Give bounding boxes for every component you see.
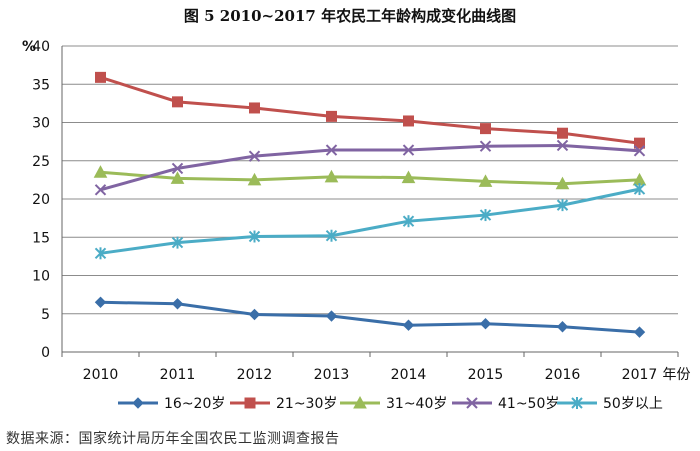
x-axis-label: 年份: [663, 367, 691, 383]
series-line: [100, 300, 640, 334]
data-point: [94, 184, 107, 196]
series-group: [93, 71, 647, 338]
y-tick-label: 0: [41, 345, 50, 361]
data-point: [248, 308, 261, 321]
data-point: [325, 144, 338, 156]
data-point: [249, 102, 260, 114]
y-tick-label: 35: [32, 77, 50, 93]
data-point: [247, 172, 262, 186]
y-tick-label: 30: [32, 116, 50, 132]
data-point: [171, 298, 184, 310]
data-point: [478, 174, 493, 187]
data-point: [93, 165, 108, 178]
y-axis-unit: %: [22, 39, 36, 55]
data-point: [171, 162, 184, 175]
marker-stroke: [479, 140, 492, 152]
legend-marker: [244, 397, 256, 409]
marker-stroke: [466, 397, 478, 409]
legend-label: 31~40岁: [386, 396, 447, 412]
y-tick-label: 10: [32, 269, 50, 285]
data-point: [479, 209, 492, 222]
y-tick-label: 5: [41, 307, 50, 323]
data-point: [555, 176, 570, 190]
data-point: [556, 199, 569, 212]
data-point: [94, 247, 107, 260]
data-point: [402, 215, 415, 228]
x-tick-label: 2015: [468, 367, 504, 383]
legend-marker: [353, 395, 367, 409]
data-point: [633, 183, 646, 196]
series-line: [100, 143, 640, 192]
gridlines: [62, 45, 678, 315]
legend-marker: [132, 397, 144, 409]
data-point: [480, 123, 491, 135]
data-point: [403, 115, 414, 127]
marker-stroke: [633, 145, 646, 157]
data-point: [634, 137, 645, 149]
data-point: [324, 169, 339, 183]
legend-label: 16~20岁: [164, 396, 225, 412]
marker-stroke: [325, 144, 338, 156]
legend: 16~20岁 21~30岁 31~40岁 41~50岁 50岁以上: [118, 395, 663, 412]
data-point: [171, 236, 184, 249]
data-point: [633, 145, 646, 157]
data-point: [248, 150, 261, 162]
legend-item: 31~40岁: [340, 395, 447, 412]
chart-title: 图 5 2010~2017 年农民工年龄构成变化曲线图: [183, 7, 517, 25]
marker-stroke: [94, 184, 107, 196]
marker-stroke: [171, 162, 184, 175]
series-line: [100, 75, 640, 145]
legend-label: 41~50岁: [498, 396, 559, 412]
data-point: [556, 321, 569, 333]
legend-marker: [571, 397, 583, 409]
data-point: [170, 171, 185, 184]
legend-item: 41~50岁: [452, 396, 559, 412]
axes: 0 5 10 15 20 25 30 35 40% 2010 2011 2012 2013 2014 201…: [22, 39, 691, 383]
x-tick-label: 2012: [237, 367, 273, 383]
x-tick-label: 2017: [622, 367, 658, 383]
data-point: [633, 326, 646, 338]
y-tick-label: 20: [32, 192, 50, 208]
x-tick-label: 2014: [391, 367, 427, 383]
data-point: [556, 139, 569, 152]
legend-item: 16~20岁: [118, 396, 225, 412]
x-tick-label: 2011: [160, 367, 196, 383]
data-point: [94, 296, 107, 308]
data-point: [557, 127, 568, 139]
data-point: [479, 140, 492, 152]
legend-item: 21~30岁: [230, 396, 337, 412]
x-tick-label: 2010: [83, 367, 119, 383]
data-point: [479, 317, 492, 330]
legend-label: 21~30岁: [276, 396, 337, 412]
marker-stroke: [248, 150, 261, 162]
data-point: [248, 230, 261, 243]
y-tick-label: 40: [32, 39, 50, 55]
data-point: [326, 110, 337, 122]
x-tick-label: 2016: [545, 367, 581, 383]
data-point: [402, 319, 415, 331]
series-line: [100, 170, 640, 186]
data-point: [402, 144, 415, 156]
marker-stroke: [402, 144, 415, 156]
series-line: [100, 187, 640, 255]
legend-label: 50岁以上: [603, 396, 663, 412]
data-point: [401, 170, 416, 184]
data-source-note: 数据来源：国家统计局历年全国农民工监测调查报告: [6, 431, 340, 447]
y-tick-label: 25: [32, 154, 50, 170]
data-point: [325, 310, 338, 322]
data-point: [325, 229, 338, 242]
legend-marker: [466, 397, 478, 409]
legend-item: 50岁以上: [557, 396, 663, 412]
marker-stroke: [556, 139, 569, 152]
data-point: [95, 71, 106, 83]
x-tick-label: 2013: [314, 367, 350, 383]
data-point: [172, 96, 183, 108]
y-tick-label: 15: [32, 230, 50, 246]
